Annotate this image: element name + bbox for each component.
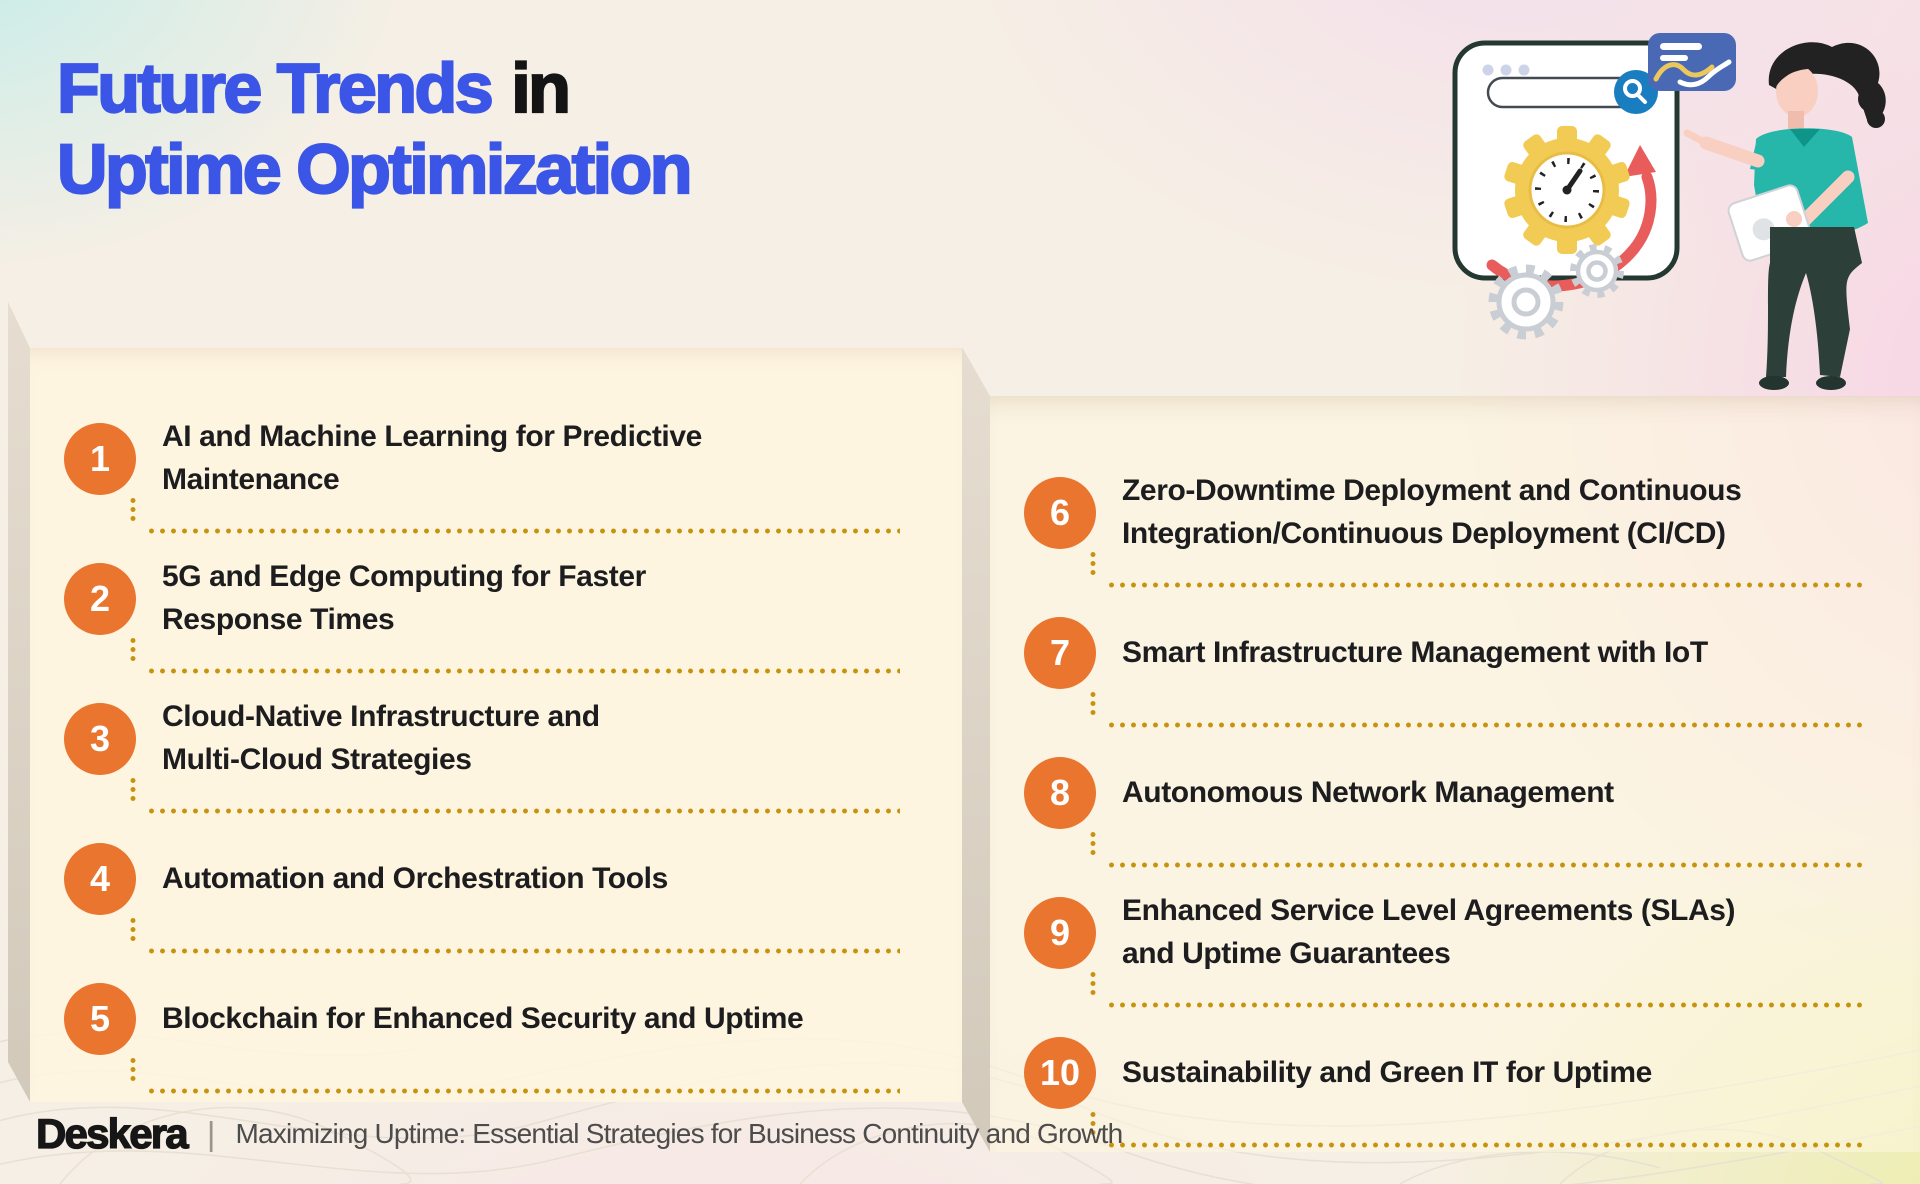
dotted-connector-horizontal (1106, 862, 1866, 868)
dotted-connector-horizontal (146, 528, 900, 534)
trend-number-badge: 5 (64, 983, 136, 1055)
dotted-connector-horizontal (146, 668, 900, 674)
left-panel-side-strip (8, 302, 30, 1102)
dotted-connector (1024, 970, 1920, 1008)
gears-icon (1488, 244, 1624, 340)
trend-number-badge: 9 (1024, 897, 1096, 969)
trend-item: 10 Sustainability and Green IT for Uptime (1024, 1028, 1920, 1118)
trend-label: Smart Infrastructure Management with IoT (1122, 635, 1708, 669)
trend-number-badge: 10 (1024, 1037, 1096, 1109)
dotted-connector (64, 916, 962, 954)
brand-logo: Deskera (35, 1109, 189, 1157)
dotted-connector-vertical (1090, 690, 1096, 716)
person-with-tablet-illustration (1683, 42, 1886, 390)
dotted-connector-horizontal (1106, 582, 1866, 588)
right-panel-side-strip (962, 347, 990, 1152)
dotted-connector-horizontal (1106, 722, 1866, 728)
gear-clock-icon (1504, 126, 1630, 254)
trend-item: 7 Smart Infrastructure Management with Io… (1024, 608, 1920, 698)
dotted-connector-horizontal (146, 1088, 900, 1094)
trend-number-badge: 8 (1024, 757, 1096, 829)
footer: Deskera | Maximizing Uptime: Essential S… (35, 1109, 1123, 1158)
dotted-connector-vertical (130, 496, 136, 522)
title-line2: Uptime Optimization (56, 128, 694, 208)
trend-label: Enhanced Service Level Agreements (SLAs)… (1122, 894, 1736, 970)
search-bar (1486, 70, 1658, 114)
trend-number-badge: 2 (64, 563, 136, 635)
trend-item: 6 Zero-Downtime Deployment and Continuous… (1024, 468, 1920, 558)
dotted-connector (64, 776, 962, 814)
trend-number-badge: 6 (1024, 477, 1096, 549)
trend-label: Autonomous Network Management (1122, 775, 1614, 809)
dotted-connector-vertical (1090, 550, 1096, 576)
dotted-connector-vertical (1090, 1110, 1096, 1136)
trend-number-badge: 4 (64, 843, 136, 915)
trend-label: Sustainability and Green IT for Uptime (1122, 1055, 1652, 1089)
trend-label: Zero-Downtime Deployment and Continuous … (1122, 474, 1742, 550)
trends-panel-right: 6 Zero-Downtime Deployment and Continuous… (990, 396, 1920, 1152)
trend-label: Cloud-Native Infrastructure and Multi-Cl… (162, 700, 600, 776)
dotted-connector-vertical (1090, 830, 1096, 856)
dotted-connector-horizontal (1106, 1142, 1866, 1148)
dotted-connector (64, 496, 962, 534)
line-chart-card-icon (1648, 33, 1736, 91)
trend-number-badge: 1 (64, 423, 136, 495)
trend-item: 4 Automation and Orchestration Tools (64, 834, 962, 924)
dotted-connector-vertical (130, 636, 136, 662)
dotted-connector (1024, 550, 1920, 588)
dotted-connector (1024, 830, 1920, 868)
footer-divider: | (206, 1115, 216, 1152)
trend-label: Blockchain for Enhanced Security and Upt… (162, 1001, 804, 1035)
browser-window-icon (1452, 40, 1680, 292)
dotted-connector (64, 636, 962, 674)
title-highlight: Future Trends (56, 48, 495, 128)
trend-label: 5G and Edge Computing for Faster Respons… (162, 560, 646, 636)
trends-panel-left: 1 AI and Machine Learning for Predictive … (30, 348, 962, 1102)
panel-side-3d-strips (8, 302, 990, 1152)
trend-label: AI and Machine Learning for Predictive M… (162, 420, 702, 496)
dotted-connector (64, 1056, 962, 1094)
trend-number-badge: 7 (1024, 617, 1096, 689)
trend-number-badge: 3 (64, 703, 136, 775)
title-rest: in (510, 48, 572, 128)
trend-item: 1 AI and Machine Learning for Predictive … (64, 414, 962, 504)
dotted-connector-horizontal (146, 948, 900, 954)
dotted-connector-vertical (130, 776, 136, 802)
trend-item: 3 Cloud-Native Infrastructure and Multi-C… (64, 694, 962, 784)
dotted-connector-vertical (130, 1056, 136, 1082)
trend-item: 9 Enhanced Service Level Agreements (SLAs… (1024, 888, 1920, 978)
uptime-illustration (1452, 33, 1886, 390)
dotted-connector (1024, 690, 1920, 728)
page-title: Future Trends in Uptime Optimization (56, 48, 694, 209)
footer-tagline: Maximizing Uptime: Essential Strategies … (235, 1118, 1123, 1149)
dotted-connector-horizontal (146, 808, 900, 814)
trend-item: 5 Blockchain for Enhanced Security and Up… (64, 974, 962, 1064)
trend-item: 8 Autonomous Network Management (1024, 748, 1920, 838)
dotted-connector (1024, 1110, 1920, 1148)
search-icon (1614, 70, 1658, 114)
dotted-connector-horizontal (1106, 1002, 1866, 1008)
dotted-connector-vertical (1090, 970, 1096, 996)
dotted-connector-vertical (130, 916, 136, 942)
trend-item: 2 5G and Edge Computing for Faster Respon… (64, 554, 962, 644)
trend-label: Automation and Orchestration Tools (162, 861, 668, 895)
